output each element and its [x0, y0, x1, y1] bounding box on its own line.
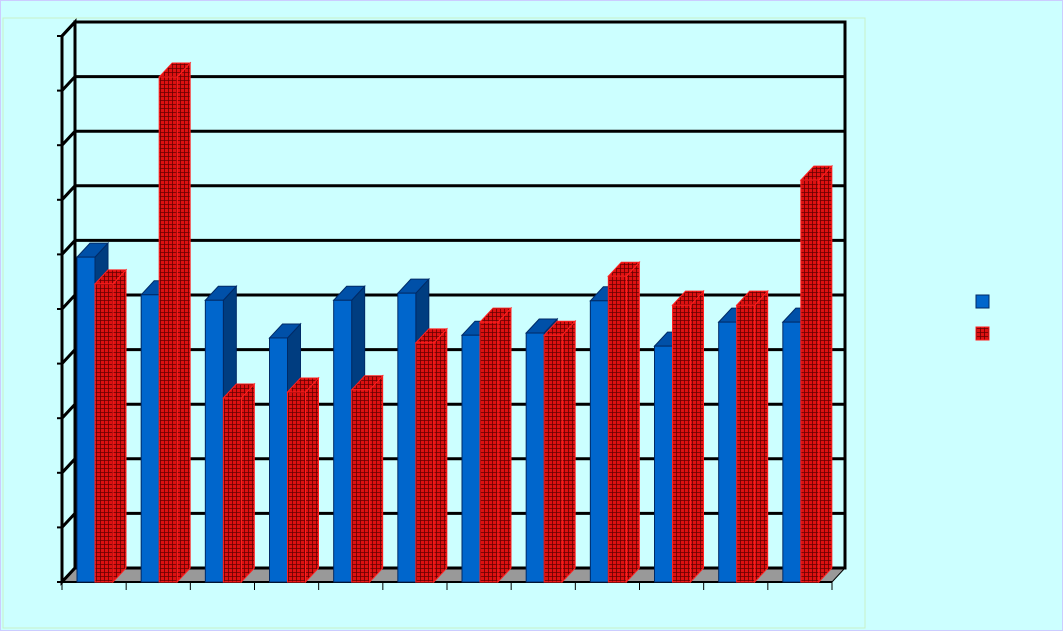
bar — [672, 304, 691, 583]
grid-line — [60, 20, 845, 38]
bar — [204, 299, 224, 583]
bar — [461, 334, 481, 583]
plot-area — [57, 18, 847, 590]
bar-side — [305, 376, 319, 584]
bar-side — [625, 260, 640, 584]
bar — [736, 304, 756, 583]
bar — [222, 397, 242, 583]
bar — [94, 283, 114, 583]
bar — [718, 321, 738, 583]
bar — [782, 321, 802, 583]
bar — [525, 332, 545, 583]
bar — [800, 179, 820, 583]
bar-side — [369, 374, 384, 584]
grid-line — [60, 402, 845, 420]
bar — [287, 391, 306, 583]
grid-line — [60, 75, 845, 92]
grid-line — [60, 184, 845, 201]
grid-line — [60, 566, 845, 584]
bar-side — [112, 268, 127, 584]
bar — [415, 342, 435, 583]
bar — [333, 299, 353, 583]
legend-swatch — [975, 294, 990, 309]
bar-side — [433, 327, 448, 584]
bar — [76, 256, 96, 583]
bar-side — [818, 164, 833, 584]
bar — [269, 337, 288, 583]
grid-line — [60, 293, 845, 311]
bar — [158, 76, 178, 583]
grid-line — [60, 457, 845, 474]
bar-side — [690, 289, 704, 584]
grid-line — [60, 348, 845, 365]
bar-side — [497, 306, 512, 584]
bar — [140, 294, 160, 583]
bar — [607, 275, 627, 583]
legend-swatch — [975, 326, 990, 341]
bar — [589, 300, 609, 583]
bar-side — [176, 61, 191, 584]
bar-side — [754, 289, 769, 584]
bar — [397, 292, 417, 583]
bar — [479, 321, 499, 583]
grid-line — [60, 511, 845, 529]
bar — [543, 334, 563, 583]
grid-line — [60, 129, 845, 147]
bar — [654, 345, 673, 583]
bar-side — [240, 382, 255, 584]
grid-line — [60, 238, 845, 256]
bar-side — [561, 319, 576, 584]
bar — [351, 389, 371, 583]
